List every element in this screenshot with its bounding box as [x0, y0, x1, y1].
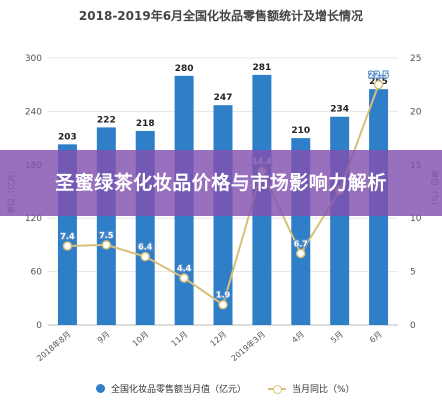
legend-bar-label: 全国化妆品零售额当月值（亿元）	[111, 385, 247, 395]
x-tick-label: 2018年8月	[35, 329, 73, 363]
line-point	[373, 79, 384, 90]
x-tick-label: 2019年3月	[229, 329, 267, 363]
line-data-label: 7.4	[60, 232, 75, 241]
line-data-label: 6.4	[138, 243, 153, 252]
line-data-label: 1.9	[216, 291, 231, 300]
line-data-label: 6.7	[294, 239, 308, 248]
bar-data-label: 234	[330, 105, 349, 115]
legend-item-line-series: 当月同比（%）	[268, 382, 355, 395]
x-tick-label: 9月	[96, 330, 112, 345]
line-data-label: 22.5	[369, 71, 389, 80]
overlay-title-text: 圣蜜绿茶化妆品价格与市场影响力解析	[55, 172, 387, 194]
y-left-tick-label: 60	[31, 268, 43, 278]
line-point	[296, 248, 306, 259]
bar-data-label: 281	[252, 63, 271, 73]
bar-data-label: 218	[136, 119, 155, 129]
y-right-tick-label: 25	[410, 54, 421, 64]
x-tick-label: 6月	[368, 330, 384, 345]
bar-data-label: 203	[58, 132, 77, 142]
bar	[330, 116, 350, 326]
legend-line-label: 当月同比（%）	[292, 385, 355, 395]
bar-data-label: 210	[291, 126, 310, 136]
y-right-tick-label: 5	[410, 268, 416, 278]
chart-title: 2018-2019年6月全国化妆品零售额统计及增长情况	[79, 8, 363, 23]
legend-bar-swatch	[96, 384, 105, 393]
bar-data-label: 247	[214, 93, 233, 103]
x-tick-label: 10月	[131, 330, 151, 349]
x-tick-label: 5月	[329, 330, 345, 345]
y-right-tick-label: 20	[410, 107, 422, 117]
bar-data-label: 280	[175, 64, 194, 74]
legend-item-bar-series: 全国化妆品零售额当月值（亿元）	[96, 382, 246, 395]
line-point	[179, 273, 189, 283]
y-right-tick-label: 0	[410, 321, 416, 331]
x-tick-label: 11月	[170, 330, 190, 349]
y-left-tick-label: 0	[36, 321, 42, 331]
x-tick-label: 4月	[290, 330, 306, 345]
y-left-tick-label: 120	[25, 214, 42, 224]
line-data-label: 4.4	[177, 264, 192, 273]
line-point	[218, 299, 228, 310]
x-tick-label: 12月	[209, 330, 229, 349]
line-point	[62, 241, 73, 251]
chart-legend: 全国化妆品零售额当月值（亿元） 当月同比（%）	[0, 382, 442, 398]
line-point	[140, 251, 150, 262]
y-left-tick-label: 300	[25, 54, 42, 64]
line-point	[101, 240, 112, 250]
y-right-tick-label: 10	[410, 214, 422, 224]
title-overlay-banner: 圣蜜绿茶化妆品价格与市场影响力解析	[0, 150, 442, 216]
y-left-tick-label: 240	[25, 107, 42, 117]
line-data-label: 7.5	[99, 231, 114, 240]
bar-data-label: 222	[97, 115, 116, 125]
legend-line-swatch	[268, 384, 286, 394]
